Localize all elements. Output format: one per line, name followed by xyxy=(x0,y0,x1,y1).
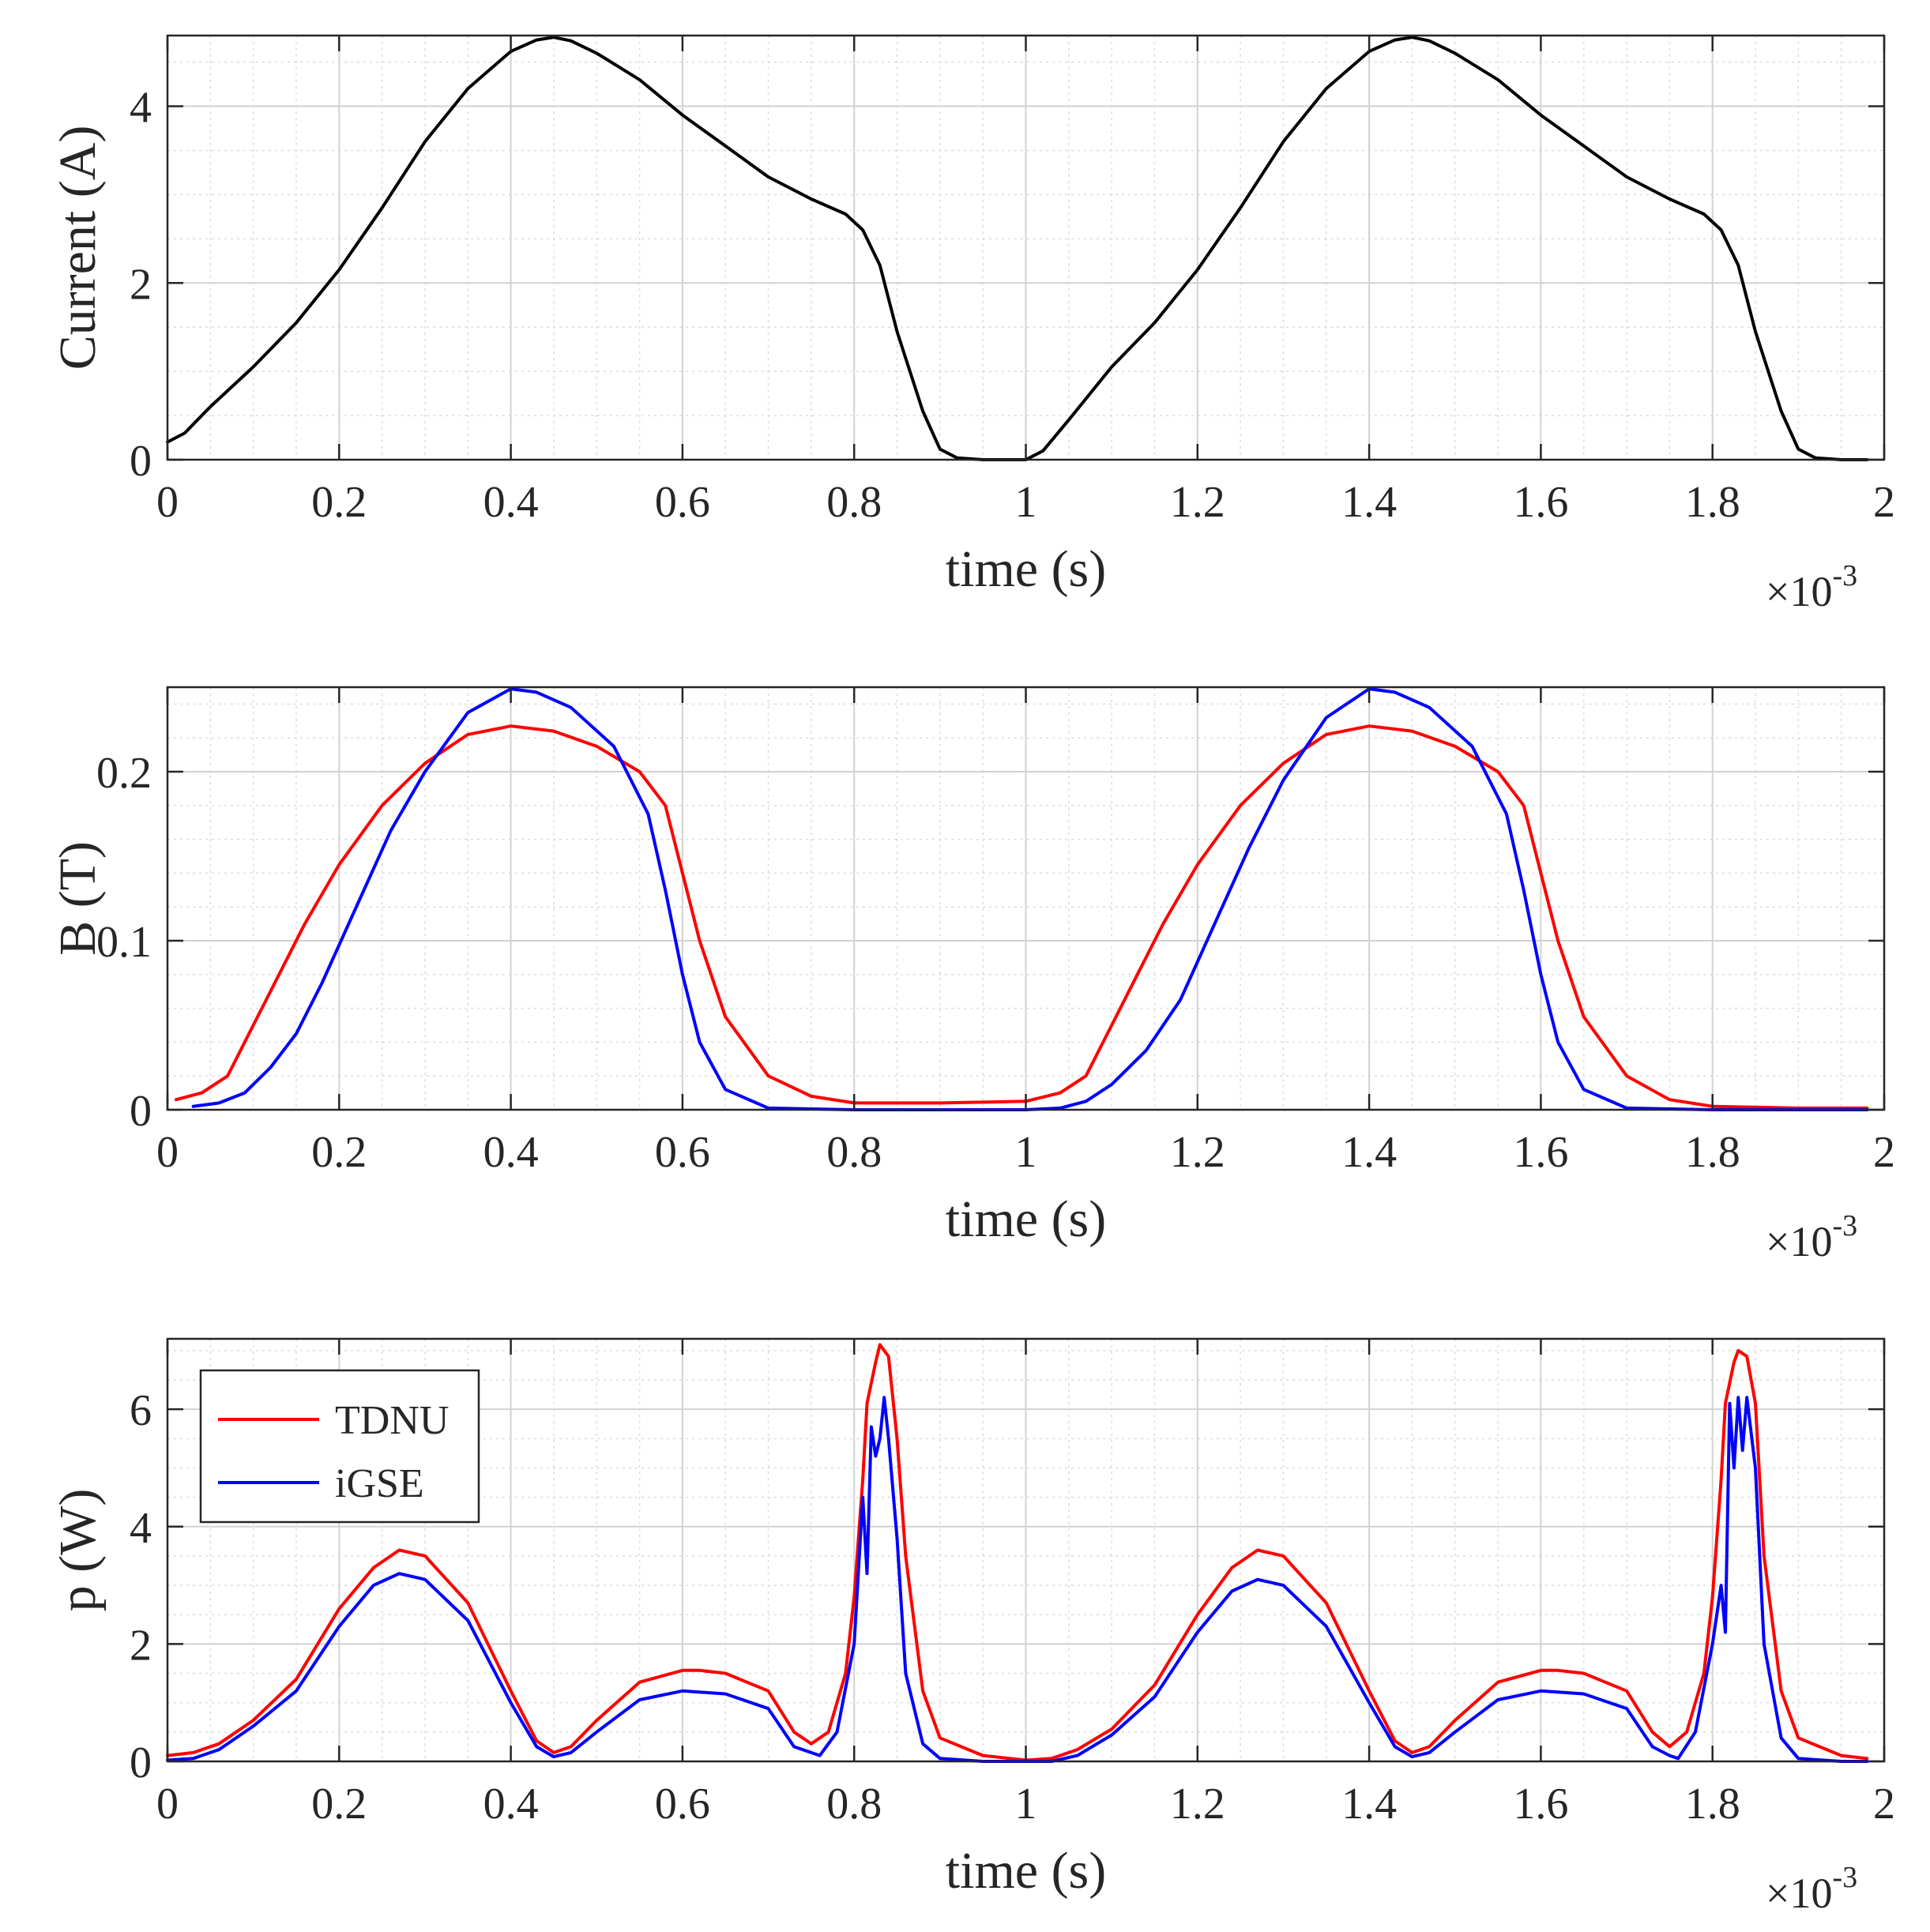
current-x-exponent: ×10-3 xyxy=(1766,559,1857,615)
flux-density-xtick-label: 1.8 xyxy=(1685,1128,1740,1177)
current-xtick-label: 1.8 xyxy=(1685,478,1740,527)
current-ytick-label: 4 xyxy=(130,84,152,133)
power-xtick-label: 1 xyxy=(1015,1780,1037,1829)
flux-density-xtick-label: 1.2 xyxy=(1170,1128,1225,1177)
flux-density-xtick-label: 1.4 xyxy=(1341,1128,1397,1177)
power-xtick-label: 1.2 xyxy=(1170,1780,1225,1829)
power-xtick-label: 1.8 xyxy=(1685,1780,1740,1829)
flux-density-xtick-label: 0.8 xyxy=(826,1128,882,1177)
power-subplot: 0 0.2 0.4 0.6 0.8 1 1.2 1.4 1.6 1.8 2 0 2 4 6 p (W) tim… xyxy=(49,1337,1895,1917)
flux-density-xtick-label: 2 xyxy=(1873,1128,1895,1177)
flux-density-ytick-label: 0 xyxy=(130,1087,152,1136)
flux-density-xtick-label: 0 xyxy=(156,1128,179,1177)
flux-density-xlabel: time (s) xyxy=(946,1190,1106,1248)
power-ytick-label: 2 xyxy=(130,1621,152,1670)
current-xlabel: time (s) xyxy=(946,540,1106,598)
current-xtick-label: 1.6 xyxy=(1513,478,1568,527)
power-plot-area: 0 0.2 0.4 0.6 0.8 1 1.2 1.4 1.6 1.8 2 0 2 4 6 xyxy=(130,1337,1895,1829)
power-xlabel: time (s) xyxy=(946,1842,1106,1900)
flux-density-ylabel: B (T) xyxy=(49,841,107,956)
current-xtick-label: 0.8 xyxy=(826,478,882,527)
current-subplot: 0 0.2 0.4 0.6 0.8 1 1.2 1.4 1.6 1.8 2 0 2 4 Current (A… xyxy=(49,34,1895,615)
power-x-exponent: ×10-3 xyxy=(1766,1861,1857,1917)
power-ytick-label: 4 xyxy=(130,1504,152,1553)
current-xtick-label: 0 xyxy=(156,478,179,527)
power-xtick-label: 0.4 xyxy=(483,1780,539,1829)
power-xtick-label: 0.2 xyxy=(311,1780,367,1829)
flux-density-xtick-label: 0.6 xyxy=(655,1128,710,1177)
power-xtick-label: 1.6 xyxy=(1513,1780,1568,1829)
power-xtick-label: 0.8 xyxy=(826,1780,882,1829)
current-xtick-label: 0.2 xyxy=(311,478,367,527)
flux-density-x-exponent: ×10-3 xyxy=(1766,1209,1857,1265)
flux-density-xtick-label: 1 xyxy=(1015,1128,1037,1177)
power-xtick-label: 2 xyxy=(1873,1780,1895,1829)
flux-density-xtick-label: 0.2 xyxy=(311,1128,367,1177)
flux-density-xtick-label: 0.4 xyxy=(483,1128,539,1177)
current-xtick-label: 1.2 xyxy=(1170,478,1225,527)
current-ytick-label: 2 xyxy=(130,260,152,309)
flux-density-ytick-label: 0.1 xyxy=(96,918,152,967)
flux-density-ytick-label: 0.2 xyxy=(96,749,152,798)
power-xtick-label: 0 xyxy=(156,1780,179,1829)
current-plot-area: 0 0.2 0.4 0.6 0.8 1 1.2 1.4 1.6 1.8 2 0 2 4 xyxy=(130,34,1895,527)
current-ytick-label: 0 xyxy=(130,437,152,486)
current-xtick-label: 1 xyxy=(1015,478,1037,527)
current-xtick-label: 1.4 xyxy=(1341,478,1397,527)
current-ylabel: Current (A) xyxy=(49,126,107,370)
power-ylabel: p (W) xyxy=(49,1489,107,1612)
legend-label-igse: iGSE xyxy=(335,1461,424,1506)
power-legend: TDNU iGSE xyxy=(199,1369,480,1524)
current-xtick-label: 0.4 xyxy=(483,478,539,527)
legend-label-tdnu: TDNU xyxy=(335,1398,449,1443)
current-xtick-label: 2 xyxy=(1873,478,1895,527)
legend-box xyxy=(199,1369,480,1524)
current-xtick-label: 0.6 xyxy=(655,478,710,527)
power-xtick-label: 0.6 xyxy=(655,1780,710,1829)
flux-density-xtick-label: 1.6 xyxy=(1513,1128,1568,1177)
flux-density-plot-area: 0 0.2 0.4 0.6 0.8 1 1.2 1.4 1.6 1.8 2 0 0.1 0.2 xyxy=(96,686,1895,1177)
power-ytick-label: 6 xyxy=(130,1386,152,1435)
power-ytick-label: 0 xyxy=(130,1738,152,1787)
flux-density-subplot: 0 0.2 0.4 0.6 0.8 1 1.2 1.4 1.6 1.8 200.10.2B (T) … xyxy=(49,686,1895,1265)
flux-density-minor-grid xyxy=(167,687,1884,1110)
power-xtick-label: 1.4 xyxy=(1341,1780,1397,1829)
